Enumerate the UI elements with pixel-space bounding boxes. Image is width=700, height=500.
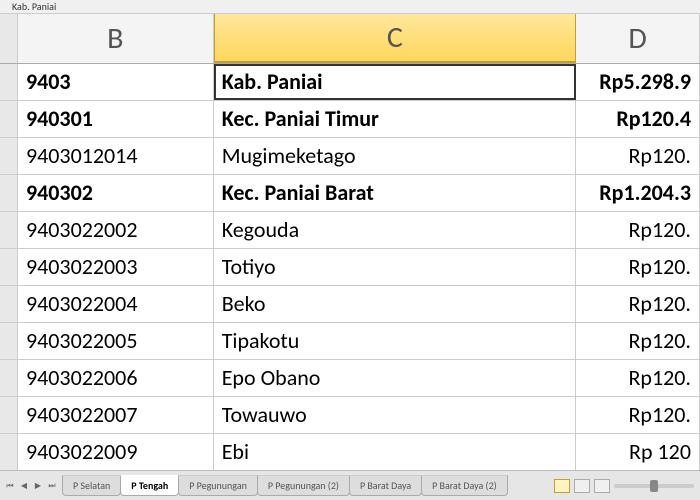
cell-b[interactable]: 940302 bbox=[18, 175, 214, 211]
tab-first-icon[interactable]: ⏮ bbox=[4, 480, 16, 492]
column-headers: B C D bbox=[0, 14, 700, 64]
row-header[interactable] bbox=[0, 323, 18, 359]
cell-d[interactable]: Rp1.204.3 bbox=[576, 175, 700, 211]
cell-b[interactable]: 9403 bbox=[18, 64, 214, 100]
row-header[interactable] bbox=[0, 175, 18, 211]
zoom-slider[interactable] bbox=[614, 484, 694, 488]
cell-b[interactable]: 9403022006 bbox=[18, 360, 214, 396]
cell-b[interactable]: 9403022002 bbox=[18, 212, 214, 248]
spreadsheet-grid: B C D 9403Kab. PaniaiRp5.298.9940301Kec.… bbox=[0, 14, 700, 470]
cell-c[interactable]: Epo Obano bbox=[214, 360, 576, 396]
row-header[interactable] bbox=[0, 138, 18, 174]
table-row: 940301Kec. Paniai TimurRp120.4 bbox=[0, 101, 700, 138]
sheet-tab[interactable]: P Pegunungan bbox=[178, 475, 258, 496]
cell-d[interactable]: Rp 120 bbox=[576, 434, 700, 470]
sheet-tab[interactable]: P Selatan bbox=[62, 475, 121, 496]
cell-c[interactable]: Kab. Paniai bbox=[214, 64, 576, 100]
table-row: 9403022009EbiRp 120 bbox=[0, 434, 700, 470]
col-header-b[interactable]: B bbox=[18, 14, 214, 63]
cell-d[interactable]: Rp120. bbox=[576, 249, 700, 285]
tab-navigation: ⏮ ◀ ▶ ⏭ bbox=[0, 480, 62, 492]
table-row: 9403Kab. PaniaiRp5.298.9 bbox=[0, 64, 700, 101]
cell-d[interactable]: Rp120.4 bbox=[576, 101, 700, 137]
status-bar-right bbox=[554, 479, 700, 493]
view-pagebreak-button[interactable] bbox=[594, 479, 610, 493]
cell-d[interactable]: Rp120. bbox=[576, 138, 700, 174]
table-row: 9403022004BekoRp120. bbox=[0, 286, 700, 323]
cell-c[interactable]: Kegouda bbox=[214, 212, 576, 248]
cell-d[interactable]: Rp120. bbox=[576, 397, 700, 433]
col-header-c[interactable]: C bbox=[214, 14, 576, 63]
row-header[interactable] bbox=[0, 397, 18, 433]
view-normal-button[interactable] bbox=[554, 479, 570, 493]
cell-b[interactable]: 9403022003 bbox=[18, 249, 214, 285]
cell-b[interactable]: 9403022005 bbox=[18, 323, 214, 359]
cell-c[interactable]: Kec. Paniai Barat bbox=[214, 175, 576, 211]
cell-d[interactable]: Rp5.298.9 bbox=[576, 64, 700, 100]
cell-grid: 9403Kab. PaniaiRp5.298.9940301Kec. Pania… bbox=[0, 64, 700, 470]
cell-b[interactable]: 9403022009 bbox=[18, 434, 214, 470]
cell-c[interactable]: Ebi bbox=[214, 434, 576, 470]
table-row: 9403012014MugimeketagoRp120. bbox=[0, 138, 700, 175]
row-header[interactable] bbox=[0, 101, 18, 137]
select-all-corner[interactable] bbox=[0, 14, 18, 63]
table-row: 9403022002KegoudaRp120. bbox=[0, 212, 700, 249]
tab-next-icon[interactable]: ▶ bbox=[32, 480, 44, 492]
cell-d[interactable]: Rp120. bbox=[576, 323, 700, 359]
view-layout-button[interactable] bbox=[574, 479, 590, 493]
zoom-thumb[interactable] bbox=[650, 480, 658, 492]
table-row: 9403022005TipakotuRp120. bbox=[0, 323, 700, 360]
row-header[interactable] bbox=[0, 360, 18, 396]
sheet-tabs: P SelatanP TengahP PegununganP Pegununga… bbox=[62, 476, 507, 496]
cell-c[interactable]: Kec. Paniai Timur bbox=[214, 101, 576, 137]
cell-b[interactable]: 9403012014 bbox=[18, 138, 214, 174]
sheet-tab[interactable]: P Tengah bbox=[120, 475, 179, 496]
cell-c[interactable]: Beko bbox=[214, 286, 576, 322]
table-row: 9403022003TotiyoRp120. bbox=[0, 249, 700, 286]
cell-c[interactable]: Tipakotu bbox=[214, 323, 576, 359]
cell-d[interactable]: Rp120. bbox=[576, 360, 700, 396]
sheet-tab[interactable]: P Barat Daya (2) bbox=[421, 475, 508, 496]
col-header-d[interactable]: D bbox=[576, 14, 700, 63]
row-header[interactable] bbox=[0, 434, 18, 470]
sheet-tabs-bar: ⏮ ◀ ▶ ⏭ P SelatanP TengahP PegununganP P… bbox=[0, 470, 700, 500]
row-header[interactable] bbox=[0, 249, 18, 285]
table-row: 9403022006Epo ObanoRp120. bbox=[0, 360, 700, 397]
cell-b[interactable]: 9403022007 bbox=[18, 397, 214, 433]
cell-d[interactable]: Rp120. bbox=[576, 212, 700, 248]
cell-d[interactable]: Rp120. bbox=[576, 286, 700, 322]
tab-last-icon[interactable]: ⏭ bbox=[46, 480, 58, 492]
cell-b[interactable]: 9403022004 bbox=[18, 286, 214, 322]
table-row: 940302Kec. Paniai BaratRp1.204.3 bbox=[0, 175, 700, 212]
cell-c[interactable]: Mugimeketago bbox=[214, 138, 576, 174]
table-row: 9403022007TowauwoRp120. bbox=[0, 397, 700, 434]
formula-bar[interactable]: Kab. Paniai bbox=[0, 0, 700, 14]
row-header[interactable] bbox=[0, 212, 18, 248]
tab-prev-icon[interactable]: ◀ bbox=[18, 480, 30, 492]
row-header[interactable] bbox=[0, 64, 18, 100]
cell-c[interactable]: Totiyo bbox=[214, 249, 576, 285]
row-header[interactable] bbox=[0, 286, 18, 322]
cell-c[interactable]: Towauwo bbox=[214, 397, 576, 433]
cell-b[interactable]: 940301 bbox=[18, 101, 214, 137]
sheet-tab[interactable]: P Barat Daya bbox=[349, 475, 422, 496]
sheet-tab[interactable]: P Pegunungan (2) bbox=[257, 475, 350, 496]
